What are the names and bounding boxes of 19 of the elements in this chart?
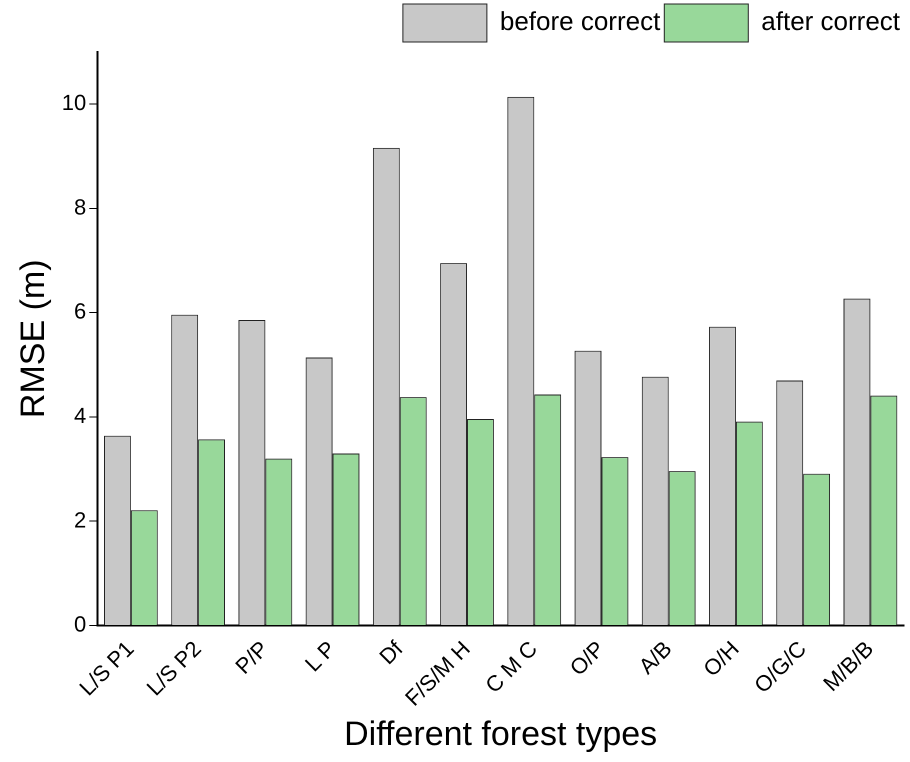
x-tick-label: L/S P2 [142, 636, 206, 700]
x-tick-label: A/B [634, 636, 677, 679]
legend-label: before correct [500, 6, 662, 36]
x-tick-label: L P [300, 636, 340, 676]
x-tick-label: O/P [564, 636, 610, 680]
y-tick-label: 6 [74, 298, 86, 324]
y-axis-title: RMSE (m) [14, 259, 52, 418]
x-tick-label: L/S P1 [74, 636, 139, 700]
x-tick-label: C M C [480, 636, 542, 698]
legend-label: after correct [761, 6, 901, 36]
x-tick-label: P/P [230, 636, 274, 679]
y-tick-label: 8 [74, 194, 86, 220]
y-tick-label: 4 [74, 403, 86, 428]
y-tick-label: 10 [62, 90, 86, 116]
x-tick-label: O/H [698, 636, 744, 682]
x-tick-label: Df [374, 635, 408, 670]
x-axis-title: Different forest types [344, 714, 658, 753]
y-tick-label: 0 [74, 612, 86, 637]
y-tick-label: 2 [74, 507, 86, 532]
